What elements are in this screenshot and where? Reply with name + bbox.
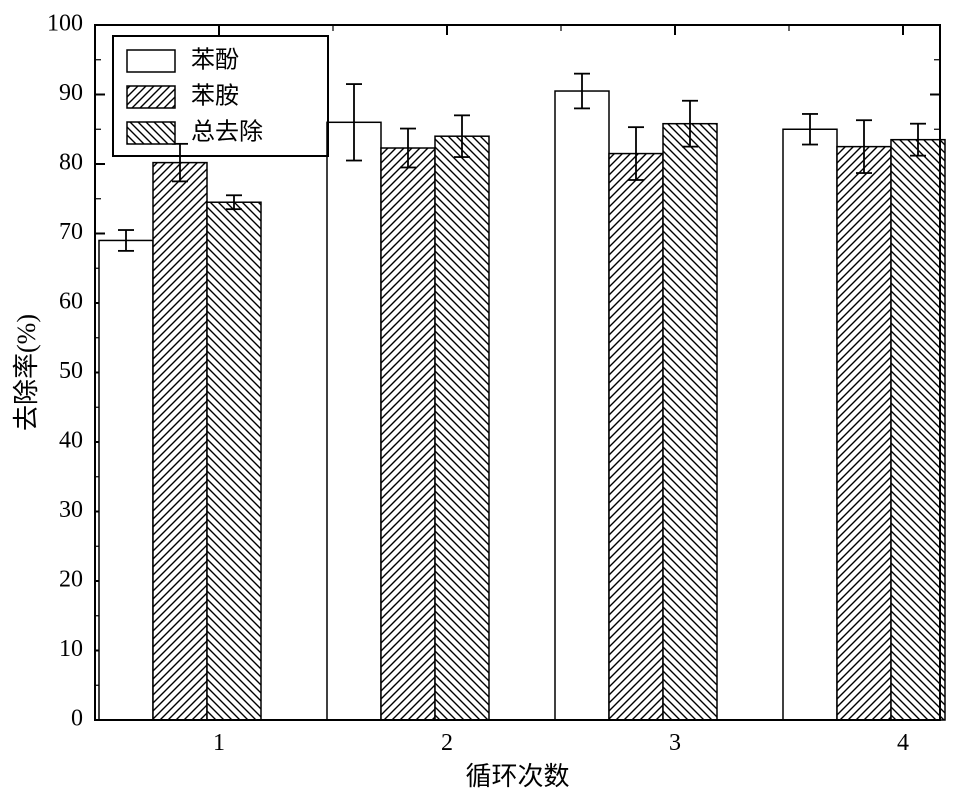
bar-total (891, 140, 945, 720)
legend-swatch (127, 86, 175, 108)
bar-phenol (783, 129, 837, 720)
y-tick-label: 70 (59, 219, 83, 245)
bar-aniline (153, 163, 207, 720)
y-tick-label: 30 (59, 497, 83, 523)
bar-aniline (381, 148, 435, 720)
y-tick-label: 10 (59, 636, 83, 662)
bar-aniline (609, 154, 663, 720)
bar-phenol (99, 240, 153, 720)
bar-total (207, 202, 261, 720)
y-tick-label: 20 (59, 567, 83, 593)
bar-total (663, 124, 717, 720)
y-tick-label: 50 (59, 358, 83, 384)
y-axis-label: 去除率(%) (12, 314, 41, 431)
x-tick-label: 4 (897, 730, 909, 756)
legend-swatch (127, 50, 175, 72)
x-tick-label: 1 (213, 730, 225, 756)
y-tick-label: 90 (59, 80, 83, 106)
legend-label: 苯酚 (191, 47, 239, 74)
y-tick-label: 0 (71, 706, 83, 732)
x-tick-label: 2 (441, 730, 453, 756)
y-tick-label: 60 (59, 289, 83, 315)
y-tick-label: 40 (59, 428, 83, 454)
bar-total (435, 136, 489, 720)
x-axis-label: 循环次数 (465, 762, 569, 791)
bar-phenol (555, 91, 609, 720)
x-tick-label: 3 (669, 730, 681, 756)
y-tick-label: 100 (47, 11, 83, 37)
chart-svg: 0 10 20 30 40 50 60 70 80 90 100 1 2 3 4 去除率(%) 循环次数 苯酚苯胺… (0, 0, 971, 799)
bar-phenol (327, 122, 381, 720)
legend-swatch (127, 122, 175, 144)
chart-container: 0 10 20 30 40 50 60 70 80 90 100 1 2 3 4 去除率(%) 循环次数 苯酚苯胺… (0, 0, 971, 799)
legend-label: 苯胺 (191, 83, 239, 110)
y-tick-label: 80 (59, 150, 83, 176)
legend-label: 总去除 (191, 119, 263, 146)
bar-aniline (837, 147, 891, 720)
